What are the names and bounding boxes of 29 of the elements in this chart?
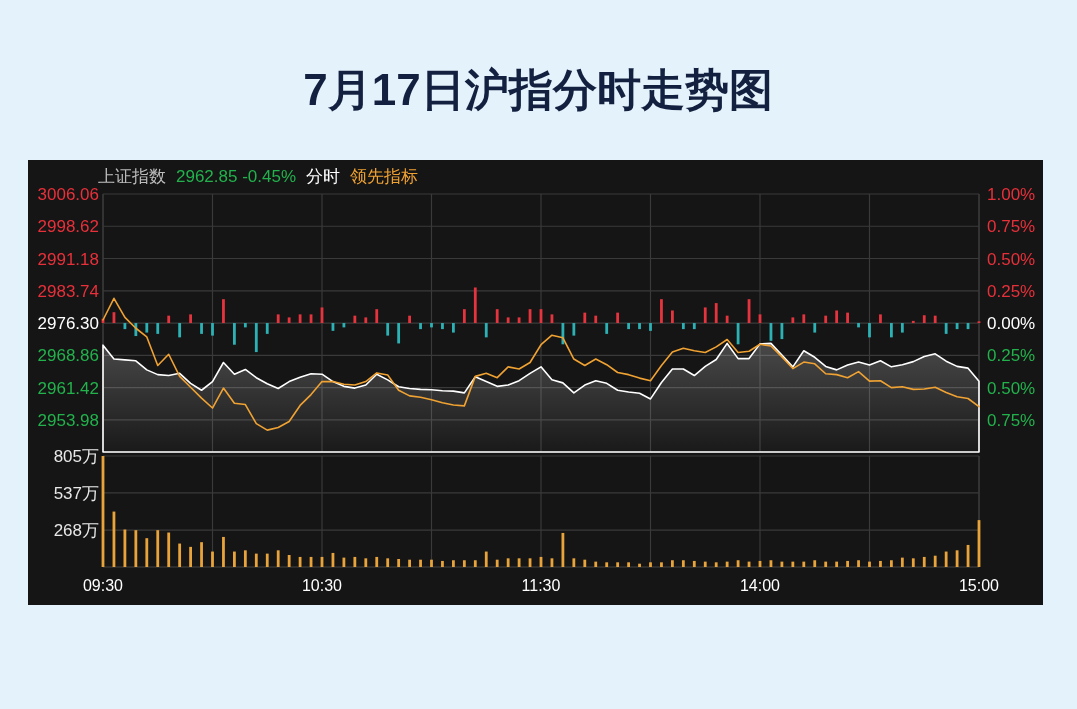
- y-tick-label: 2998.62: [37, 217, 99, 237]
- y2-tick-label: 0.75%: [987, 217, 1036, 237]
- y2-tick-label: 0.50%: [987, 249, 1036, 269]
- text: 分时: [306, 167, 341, 186]
- y-tick-label: 805万: [53, 447, 99, 466]
- y-tick-label: 537万: [53, 483, 99, 503]
- y2-tick-label: 0.50%: [987, 378, 1036, 398]
- x-tick-label: 10:30: [301, 577, 343, 594]
- y-tick-label: 2983.74: [37, 281, 99, 301]
- y2-tick-label: 0.25%: [987, 281, 1036, 301]
- y2-tick-label: 0.75%: [987, 410, 1036, 430]
- y2-tick-label: 0.25%: [987, 346, 1036, 366]
- y2-tick-label: 1.00%: [987, 185, 1036, 204]
- x-tick-label: 15:00: [958, 577, 1000, 594]
- y-tick-label: 2953.98: [37, 410, 99, 430]
- y-tick-label: 2968.86: [37, 346, 99, 366]
- text: 2962.85 -0.45%: [176, 167, 297, 186]
- y2-tick-label: 0.00%: [987, 314, 1036, 333]
- y-tick-label: 2976.30: [37, 314, 99, 334]
- y-tick-label: 2991.18: [37, 249, 99, 269]
- y-tick-label: 268万: [53, 521, 99, 541]
- x-tick-label: 09:30: [82, 577, 124, 594]
- x-tick-label: 11:30: [521, 577, 561, 594]
- y-tick-label: 3006.06: [37, 185, 99, 204]
- text: 领先指标: [350, 167, 419, 186]
- x-tick-label: 14:00: [739, 577, 781, 594]
- chart-subtitle: 上证指数: [98, 167, 166, 186]
- y-tick-label: 2961.42: [37, 378, 99, 398]
- chart-title: 7月17日沪指分时走势图: [303, 65, 773, 114]
